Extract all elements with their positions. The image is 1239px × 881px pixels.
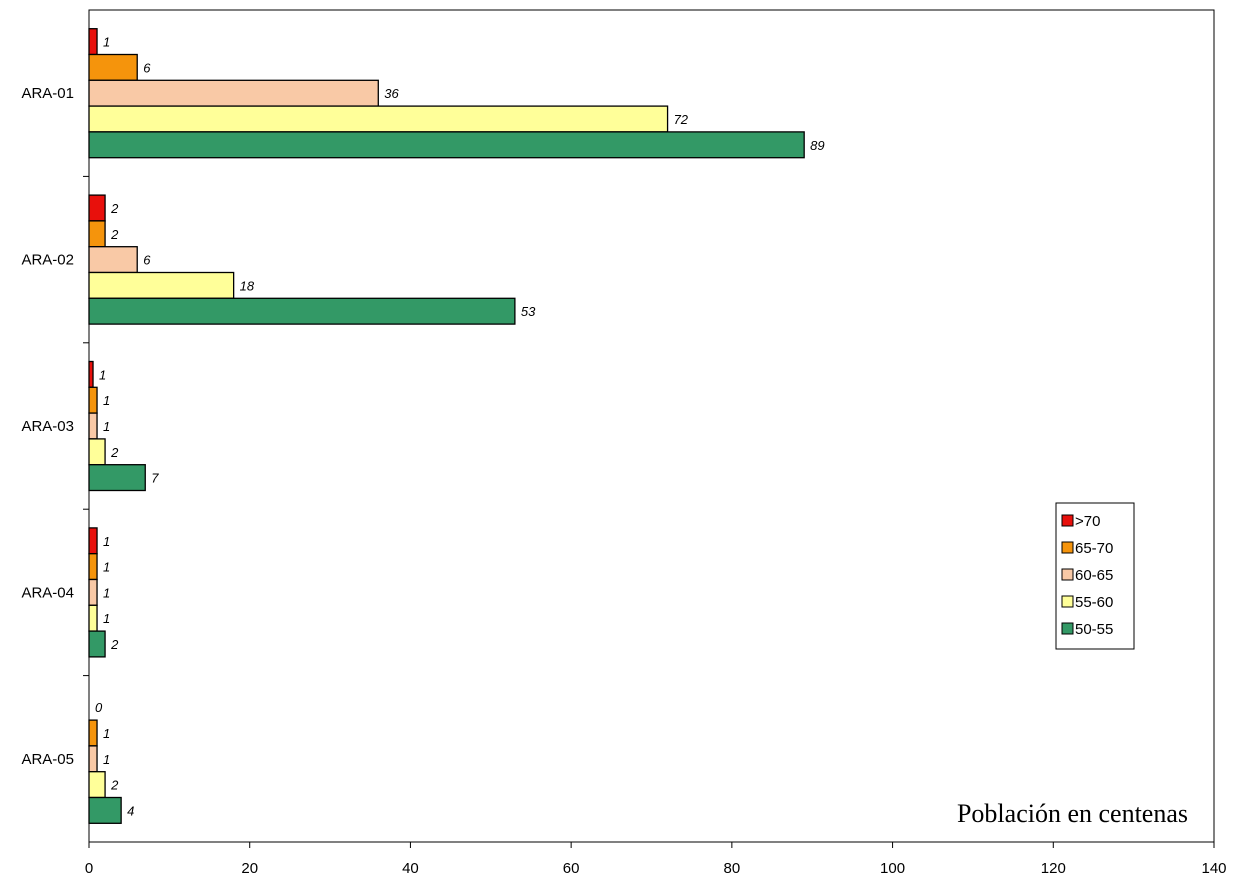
bar-ara-04-series-5: [88, 630, 106, 658]
data-label: 2: [110, 227, 119, 242]
x-tick-label: 20: [241, 860, 258, 877]
x-tick-label: 80: [724, 860, 741, 877]
bar-ara-02-series-4: [88, 271, 235, 299]
data-label: 1: [103, 726, 110, 741]
bar-ara-04-series-1: [88, 527, 98, 555]
data-label: 1: [103, 393, 110, 408]
data-label: 6: [143, 60, 151, 75]
legend-swatch: [1061, 595, 1074, 608]
legend-swatch: [1061, 514, 1074, 527]
bar-ara-05-series-4: [88, 771, 106, 799]
data-label: 53: [521, 304, 536, 319]
legend-label: 50-55: [1075, 621, 1113, 638]
legend-swatch: [1061, 541, 1074, 554]
data-label: 18: [240, 278, 255, 293]
data-label: 1: [103, 560, 110, 575]
bar-ara-01-series-4: [88, 105, 669, 133]
x-tick-label: 140: [1201, 860, 1226, 877]
legend-swatch: [1061, 568, 1074, 581]
data-label: 89: [810, 138, 824, 153]
data-label: 1: [103, 534, 110, 549]
bar-ara-01-series-5: [88, 131, 805, 159]
category-labels-group: ARA-01 ARA-02 ARA-03 ARA-04 ARA-05: [21, 85, 89, 768]
category-label: ARA-01: [21, 85, 74, 102]
bar-ara-02-series-3: [88, 246, 138, 274]
x-tick-label: 60: [563, 860, 580, 877]
data-label: 2: [110, 778, 119, 793]
bar-ara-04-series-4: [88, 604, 98, 632]
category-label: ARA-05: [21, 751, 74, 768]
data-label: 0: [95, 700, 103, 715]
legend-swatch: [1061, 622, 1074, 635]
category-label: ARA-03: [21, 418, 74, 435]
x-tick-label: 0: [85, 860, 93, 877]
legend-label: 65-70: [1075, 540, 1113, 557]
data-label: 1: [103, 585, 110, 600]
data-label: 36: [384, 86, 399, 101]
bar-ara-04-series-2: [88, 553, 98, 581]
data-label: 1: [103, 611, 110, 626]
bar-ara-03-series-2: [88, 386, 98, 414]
data-label: 4: [127, 803, 134, 818]
data-label: 1: [99, 367, 106, 382]
legend-label: 60-65: [1075, 567, 1113, 584]
bars-group: [88, 28, 805, 824]
x-ticks-group: 0 20 40 60 80 100 120 140: [85, 842, 1227, 877]
category-label: ARA-04: [21, 584, 74, 601]
bar-ara-01-series-1: [88, 28, 98, 56]
x-tick-label: 40: [402, 860, 419, 877]
annotation-text: Población en centenas: [957, 799, 1188, 828]
data-label: 1: [103, 35, 110, 50]
data-label: 72: [674, 112, 689, 127]
bar-ara-03-series-3: [88, 412, 98, 440]
bar-ara-01-series-3: [88, 79, 379, 107]
data-label: 2: [110, 445, 119, 460]
bar-ara-05-series-3: [88, 745, 98, 773]
data-label: 1: [103, 752, 110, 767]
data-label: 2: [110, 201, 119, 216]
legend-label: 55-60: [1075, 594, 1113, 611]
bar-ara-05-series-5: [88, 796, 122, 824]
bar-ara-04-series-3: [88, 578, 98, 606]
data-label: 7: [151, 471, 159, 486]
bar-ara-02-series-2: [88, 220, 106, 248]
bar-ara-01-series-2: [88, 53, 138, 81]
x-tick-label: 120: [1041, 860, 1066, 877]
legend: >70 65-70 60-65 55-60 50-55: [1055, 502, 1135, 650]
bar-ara-02-series-1: [88, 194, 106, 222]
data-label: 6: [143, 253, 151, 268]
bar-ara-05-series-2: [88, 719, 98, 747]
bar-ara-03-series-4: [88, 438, 106, 466]
bar-ara-02-series-5: [88, 297, 516, 325]
bar-ara-03-series-5: [88, 464, 146, 492]
x-tick-label: 100: [880, 860, 905, 877]
legend-label: >70: [1075, 513, 1100, 530]
data-label: 1: [103, 419, 110, 434]
bar-ara-03-series-1: [88, 360, 94, 388]
category-label: ARA-02: [21, 252, 74, 269]
data-label: 2: [110, 637, 119, 652]
